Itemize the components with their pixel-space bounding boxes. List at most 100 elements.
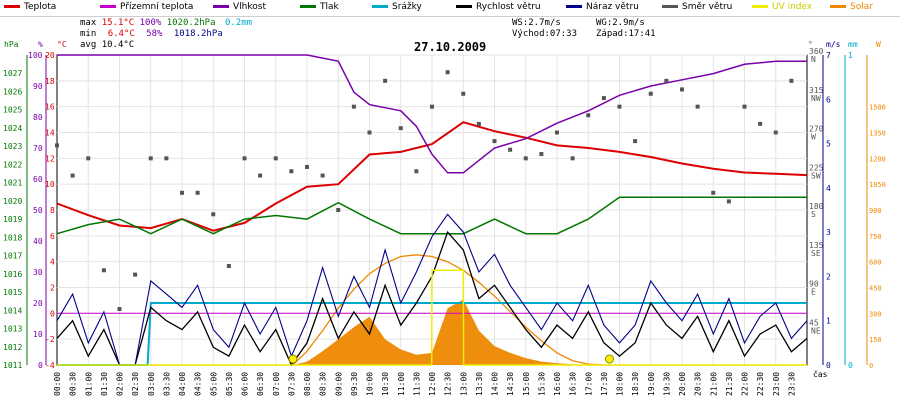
legend-swatch (566, 5, 582, 8)
pressure-tick-label: 1019 (3, 215, 22, 224)
x-tick-label: 00:00 (53, 372, 62, 396)
x-tick-label: 12:00 (428, 372, 437, 396)
x-tick-label: 13:00 (459, 372, 468, 396)
direction-tick-label: 45 (809, 318, 819, 327)
legend-swatch (662, 5, 678, 8)
legend-label: Směr větru (682, 2, 733, 12)
x-tick-label: 06:30 (256, 372, 265, 396)
wind-direction-point (351, 104, 356, 109)
humidity-tick-label: 60 (33, 175, 43, 184)
humidity-tick-label: 90 (33, 82, 43, 91)
x-tick-label: 06:00 (241, 372, 250, 396)
temperature-tick-label: -2 (45, 335, 55, 344)
wind-direction-point (164, 156, 169, 161)
legend-item: Směr větru (662, 2, 732, 12)
legend-swatch (372, 5, 388, 8)
stat-min-pressure: 1018.2hPa (173, 29, 223, 39)
wind-tick-label: 2 (826, 272, 831, 281)
wind-direction-point (336, 208, 341, 212)
x-tick-label: 22:00 (741, 372, 750, 396)
stat-avg-temp: 10.4°C (101, 40, 135, 50)
solar-tick-label: 900 (869, 207, 882, 215)
humidity-axis-title: % (38, 40, 43, 49)
direction-tick-label: 180 (809, 202, 824, 211)
wind-direction-point (789, 78, 794, 83)
wind-direction-point (539, 152, 544, 157)
x-tick-label: 15:30 (537, 372, 546, 396)
x-tick-label: 14:30 (506, 372, 515, 396)
x-tick-label: 19:00 (647, 372, 656, 396)
temperature-tick-label: 10 (45, 180, 55, 189)
wind-tick-label: 0 (826, 361, 831, 370)
pressure-tick-label: 1023 (3, 142, 22, 151)
x-tick-label: 10:00 (366, 372, 375, 396)
temperature-tick-label: -4 (45, 361, 55, 370)
direction-name-label: W (811, 133, 816, 142)
pressure-axis-title: hPa (4, 40, 19, 49)
wind-direction-point (289, 169, 294, 174)
wind-direction-point (523, 156, 528, 161)
wind-direction-point (367, 130, 372, 135)
x-tick-label: 05:30 (225, 372, 234, 396)
stat-max-pressure: 1020.2hPa (166, 18, 216, 28)
wind-tick-label: 5 (826, 140, 831, 149)
pressure-tick-label: 1015 (3, 288, 22, 297)
temperature-tick-label: 18 (45, 77, 55, 86)
direction-tick-label: 135 (809, 241, 824, 250)
wind-direction-point (461, 91, 466, 96)
wind-direction-point (445, 70, 450, 75)
x-tick-label: 10:30 (381, 372, 390, 396)
legend-item: Teplota (4, 2, 56, 12)
legend-label: Tlak (320, 2, 339, 12)
legend-item: Vlhkost (213, 2, 266, 12)
series-line-vlhkost (57, 54, 807, 174)
legend-item: UV index (752, 2, 812, 12)
humidity-tick-label: 20 (33, 299, 43, 308)
x-tick-label: 23:00 (772, 372, 781, 396)
series-line-uv-index (57, 269, 807, 366)
x-tick-label: 08:00 (303, 372, 312, 396)
wind-axis-title: m/s (826, 40, 841, 49)
x-tick-label: 22:30 (756, 372, 765, 396)
legend-label: Vlhkost (233, 2, 266, 12)
stat-min-humidity: 58% (146, 29, 163, 39)
wind-direction-point (180, 190, 184, 195)
solar-tick-label: 450 (869, 285, 882, 293)
sunrise-time: Východ:07:33 (512, 29, 578, 39)
pressure-tick-label: 1013 (3, 325, 22, 334)
humidity-tick-label: 50 (33, 206, 43, 215)
x-tick-label: 07:00 (272, 372, 281, 396)
wind-direction-point (195, 190, 200, 195)
legend-label: Přízemní teplota (120, 2, 194, 12)
chart-title: 27.10.2009 (414, 40, 487, 54)
solar-tick-label: 300 (869, 310, 882, 318)
x-tick-label: 05:00 (209, 372, 218, 396)
solar-tick-label: 1200 (869, 155, 886, 163)
wind-direction-point (117, 307, 122, 312)
series-line-tlak (56, 196, 807, 235)
pressure-tick-label: 1020 (3, 197, 22, 206)
x-tick-label: 09:30 (350, 372, 359, 396)
x-tick-label: 01:00 (84, 372, 93, 396)
legend-swatch (4, 5, 20, 8)
x-tick-label: 17:30 (600, 372, 609, 396)
sun-marker (605, 354, 614, 364)
x-tick-label: 11:30 (412, 372, 421, 396)
x-tick-label: 20:00 (678, 372, 687, 396)
wind-tick-label: 1 (826, 317, 831, 326)
x-tick-label: 02:30 (131, 372, 140, 396)
legend-label: UV index (772, 2, 813, 12)
humidity-tick-label: 0 (38, 361, 43, 370)
temperature-tick-label: 4 (50, 258, 55, 267)
solar-tick-label: 600 (869, 259, 882, 267)
direction-axis-title: ° (808, 40, 813, 49)
direction-name-label: SE (811, 249, 821, 258)
x-tick-label: 21:00 (709, 372, 718, 396)
x-tick-label: 03:00 (147, 372, 156, 396)
legend-swatch (100, 5, 116, 8)
wind-direction-point (758, 121, 763, 126)
temperature-tick-label: 0 (50, 309, 55, 318)
x-tick-label: 16:30 (569, 372, 578, 396)
x-tick-label: 08:30 (319, 372, 328, 396)
